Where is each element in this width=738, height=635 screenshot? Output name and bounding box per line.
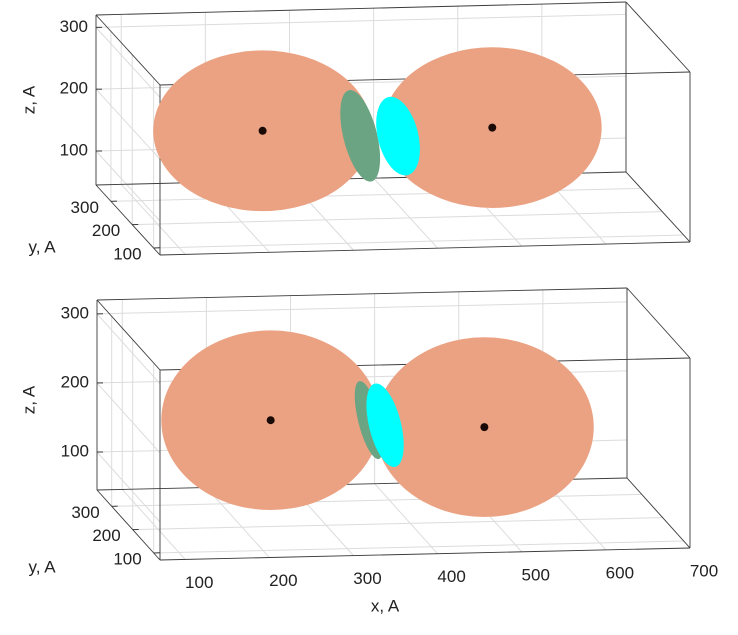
z-tick-label: 200 [61,372,89,391]
x-tick-label: 100 [185,573,213,592]
y-tick-label: 100 [113,549,141,568]
x-tick-label: 300 [353,569,381,588]
z-axis-label: z, A [19,385,38,414]
grid-line [154,541,684,553]
y-tick-label: 200 [92,526,120,545]
sphere-center [480,423,488,431]
panel: 100 200 300 100 200 300 z, A y, A [19,2,690,263]
y-axis-label: y, A [28,557,56,576]
sphere-center [267,416,275,424]
box-edge [97,300,160,370]
z-tick-label: 100 [60,140,88,159]
y-tick-label: 300 [71,198,99,217]
x-tick-label: 700 [690,561,718,580]
z-tick-label: 300 [60,17,88,36]
grid-line [97,383,160,453]
x-tick-label: 500 [522,565,550,584]
box-edge [627,478,690,548]
x-tick-label: 400 [437,567,465,586]
box-edge [96,2,626,15]
grid-line [133,518,663,530]
box-edge [626,172,690,242]
z-axis-label: z, A [19,85,38,114]
sphere-center [488,124,496,132]
x-tick-label: 600 [606,563,634,582]
y-axis-label: y, A [28,237,56,256]
panel: 100 200 300 100 200 300 100 200 300 400 500 600 700 z… [19,288,718,615]
z-tick-label: 200 [60,79,88,98]
box-edge [627,288,690,358]
z-tick-label: 100 [61,441,89,460]
grid-line [96,89,160,159]
y-tick-label: 300 [71,503,99,522]
box-edge [160,548,690,560]
grid-line [96,151,160,221]
grid-line [96,14,626,27]
sphere-center [259,127,267,135]
y-tick-label: 200 [92,221,120,240]
grid-line [96,27,160,97]
box-edge [96,15,160,85]
grid-line [112,494,642,506]
x-tick-label: 200 [269,571,297,590]
box-edge [97,288,627,300]
x-axis-label: x, A [371,596,400,615]
box-edge [626,2,690,72]
y-tick-label: 100 [113,244,141,263]
grid-line [97,314,160,384]
grid-line [97,302,627,314]
box-edge [160,242,690,255]
z-tick-label: 300 [61,303,89,322]
figure: 100 200 300 100 200 300 z, A y, A 100 200 300 100 20… [0,0,738,630]
grid-line [97,452,160,522]
